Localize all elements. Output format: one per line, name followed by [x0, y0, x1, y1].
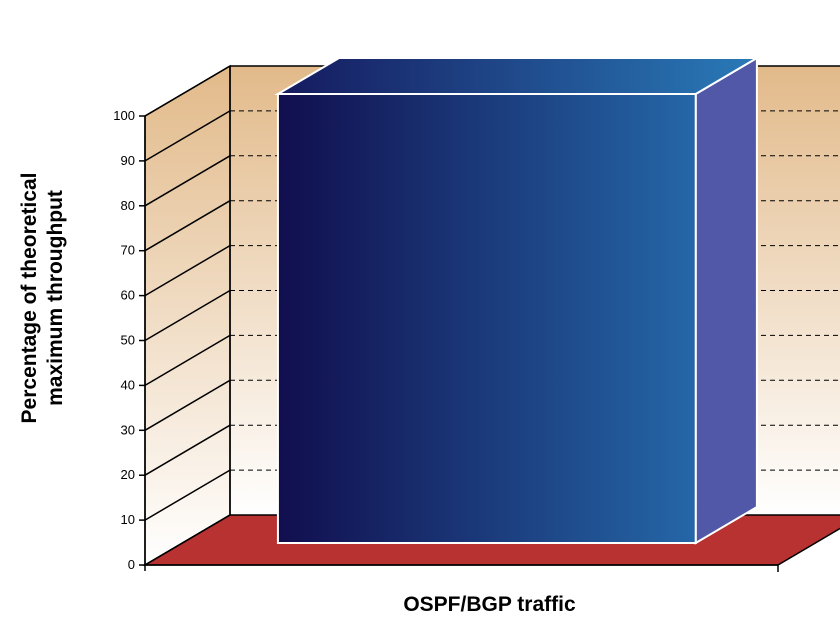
- x-axis-title: OSPF/BGP traffic: [403, 593, 576, 616]
- side-wall-line: [144, 289, 231, 342]
- y-tick-label: 0: [128, 557, 135, 572]
- bar-side-face: [694, 56, 758, 545]
- side-wall-line: [144, 334, 231, 387]
- side-wall-tick-lines: [144, 65, 231, 566]
- side-wall-line: [144, 200, 231, 252]
- side-wall-line: [144, 155, 231, 207]
- y-tick-label: 90: [121, 153, 135, 168]
- y-tick-label: 50: [121, 333, 135, 348]
- y-tick-label: 10: [121, 512, 135, 527]
- y-axis: 0 10 20 30 40 50 60 70 80 90 100: [113, 108, 146, 572]
- bars: [274, 56, 761, 545]
- side-wall-line: [144, 514, 231, 566]
- side-wall-line: [144, 244, 231, 297]
- side-wall-line: [144, 379, 231, 431]
- y-tick-label: 40: [121, 377, 135, 392]
- side-wall-line: [144, 110, 231, 162]
- side-wall-line: [144, 65, 231, 117]
- x-axis: [145, 564, 779, 572]
- y-axis-title-line-2: maximum throughput: [44, 190, 67, 406]
- y-tick-label: 100: [113, 108, 135, 123]
- y-tick-label: 20: [121, 467, 135, 482]
- y-tick-label: 60: [121, 288, 135, 303]
- side-wall-line: [144, 469, 231, 521]
- y-tick-label: 70: [121, 243, 135, 258]
- bar-top-face: [274, 57, 761, 95]
- y-tick-label: 80: [121, 198, 135, 213]
- y-tick-label: 30: [121, 422, 135, 437]
- side-wall-line: [144, 424, 231, 476]
- y-axis-title-line-1: Percentage of theoretical: [18, 173, 41, 424]
- bar: [274, 56, 761, 545]
- bar-front-face: [276, 93, 697, 544]
